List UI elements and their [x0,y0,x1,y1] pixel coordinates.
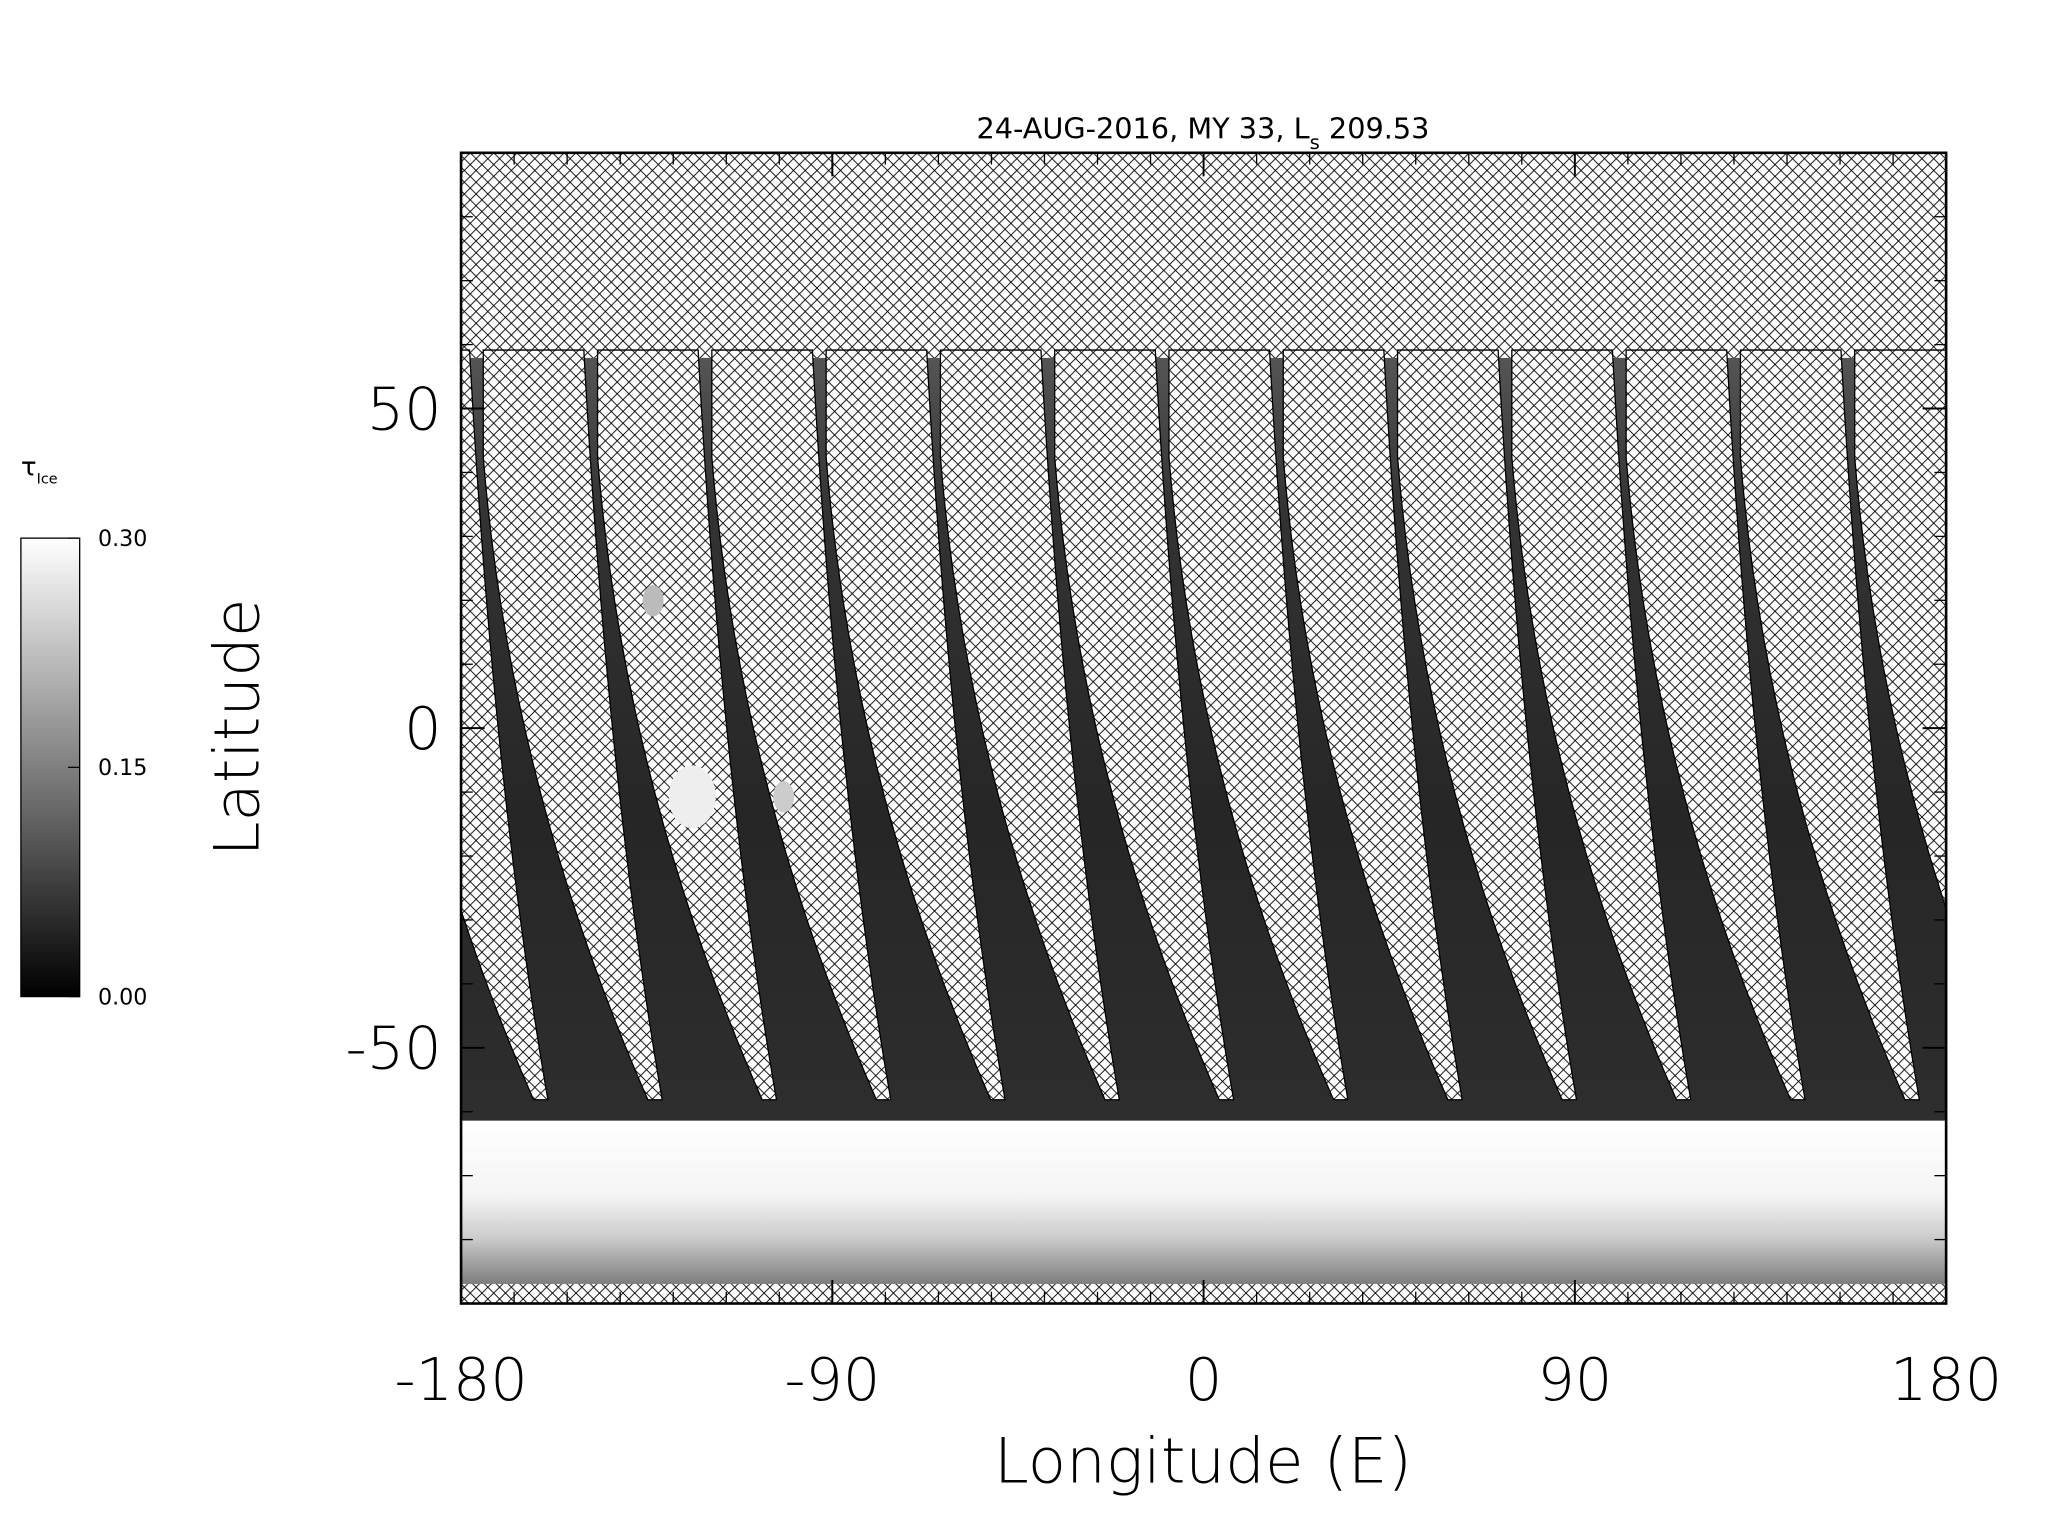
chart-title: 24-AUG-2016, MY 33, Ls 209.53 [976,111,1429,153]
y-tick-label: 0 [404,694,441,763]
swath-gap [711,349,892,1101]
swath-gap [1969,350,2048,1100]
swath-gap [1854,349,1947,911]
swath-gap [596,349,778,1101]
y-tick-label: 50 [367,374,442,443]
y-tick-label: -50 [345,1014,441,1083]
colorbar-subscript: Ice [37,471,58,487]
swath-gap [1511,349,1692,1101]
colorbar-label: τIce [21,452,58,487]
x-tick-label: -90 [784,1345,880,1414]
swath-gap [1054,349,1235,1101]
x-tick-label: -180 [394,1345,527,1414]
map-image [461,152,2048,1304]
x-tick-label: 90 [1537,1345,1612,1414]
title-subscript: s [1310,131,1320,154]
title-text: 24-AUG-2016, MY 33, L [976,111,1309,145]
colorbar-tick-label: 0.15 [98,755,147,781]
colorbar-tick-label: 0.00 [98,984,147,1010]
swath-gap [1396,349,1578,1101]
colorbar-tick-label: 0.30 [98,526,147,552]
colorbar-symbol: τ [21,452,37,482]
swath-gap [939,349,1121,1101]
x-tick-label: 180 [1890,1345,2002,1414]
x-axis-label: Longitude (E) [994,1424,1412,1497]
y-axis-label: Latitude [201,599,274,857]
swath-gap [461,349,549,1101]
swath-gap [825,349,1006,1101]
swath-gap [482,349,663,1101]
title-suffix: 209.53 [1320,111,1430,145]
x-tick-label: 0 [1185,1345,1222,1414]
swath-gap [1282,349,1463,1101]
swath-gap [1739,349,1921,1101]
swath-gap [1625,349,1806,1101]
swath-gap [1168,349,1349,1101]
